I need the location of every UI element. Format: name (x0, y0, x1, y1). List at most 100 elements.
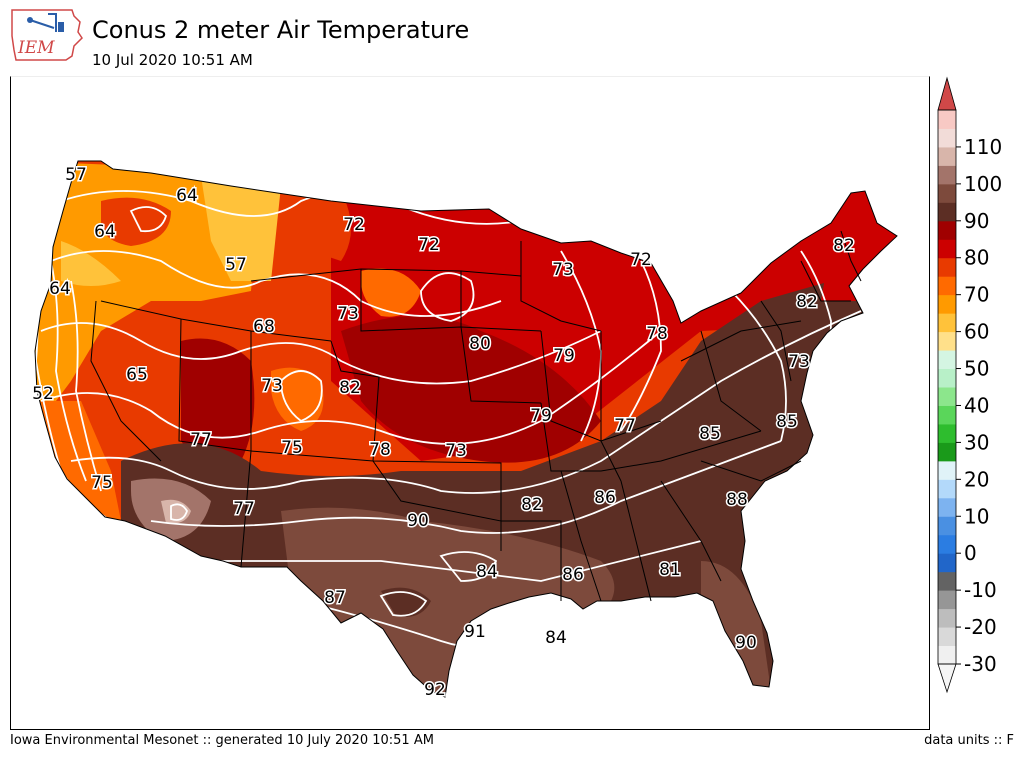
colorbar-bin-6 (938, 534, 956, 554)
contour-label: 75 (91, 473, 113, 493)
colorbar-bin-14 (938, 387, 956, 406)
footer-units: data units :: F (924, 733, 1014, 748)
temperature-map (34, 160, 898, 698)
contour-label: 80 (469, 334, 491, 354)
contour-label: 82 (796, 292, 818, 312)
colorbar-tick-label: 30 (964, 430, 989, 454)
colorbar-bin-29 (938, 110, 956, 129)
contour-label: 90 (735, 633, 757, 653)
contour-label: 78 (369, 440, 391, 460)
colorbar-bin-8 (938, 497, 956, 517)
colorbar-bin-28 (938, 128, 956, 148)
colorbar-bin-24 (938, 202, 956, 222)
contour-label: 81 (659, 560, 681, 580)
iem-logo: IEM (11, 9, 83, 61)
contour-label: 85 (699, 424, 721, 444)
colorbar-bin-21 (938, 257, 956, 277)
contour-label: 64 (49, 279, 71, 299)
colorbar-bin-3 (938, 590, 956, 610)
colorbar-bin-16 (938, 350, 956, 370)
contour-label: 92 (424, 680, 446, 700)
contour-label: 72 (343, 215, 365, 235)
contour-label: 64 (94, 222, 116, 242)
contour-label: 77 (190, 430, 212, 450)
contour-label: 68 (253, 317, 275, 337)
contour-label: 73 (261, 376, 283, 396)
colorbar-bin-12 (938, 423, 956, 443)
colorbar-tick-label: 60 (964, 320, 989, 344)
contour-label: 65 (126, 365, 148, 385)
colorbar-bin-22 (938, 239, 956, 259)
contour-label: 87 (324, 588, 346, 608)
contour-label: 77 (614, 416, 636, 436)
contour-label: 91 (464, 622, 486, 642)
colorbar-bin-15 (938, 368, 956, 388)
contour-label: 84 (476, 562, 498, 582)
colorbar-bin-7 (938, 516, 956, 536)
colorbar-bin-26 (938, 165, 956, 185)
colorbar-tick-label: 40 (964, 393, 989, 417)
colorbar-bin-20 (938, 276, 956, 296)
colorbar-tick-label: 110 (964, 135, 1002, 159)
contour-label: 73 (445, 441, 467, 461)
colorbar-bin-0 (938, 645, 956, 665)
contour-label: 82 (339, 378, 361, 398)
map-panel: 57 64 64 72 72 57 73 72 82 64 68 73 82 78 80 79 73 65 73 82… (10, 76, 930, 730)
contour-label: 72 (418, 235, 440, 255)
contour-label: 79 (553, 346, 575, 366)
colorbar-bin-17 (938, 331, 956, 351)
colorbar-outline (937, 109, 957, 665)
contour-label: 82 (521, 495, 543, 515)
contour-label: 86 (562, 565, 584, 585)
colorbar-tick-label: 90 (964, 209, 989, 233)
colorbar-bin-25 (938, 183, 956, 203)
contour-label: 85 (776, 412, 798, 432)
colorbar-tick-label: 10 (964, 504, 989, 528)
colorbar-bin-4 (938, 571, 956, 591)
contour-label: 75 (281, 438, 303, 458)
colorbar-ticks (956, 146, 961, 665)
contour-label: 52 (32, 384, 54, 404)
colorbar-bin-2 (938, 608, 956, 628)
footer-credit: Iowa Environmental Mesonet :: generated … (10, 733, 434, 748)
contour-label: 64 (176, 186, 198, 206)
colorbar-bin-19 (938, 294, 956, 314)
colorbar-tick-label: 50 (964, 357, 989, 381)
colorbar-bin-11 (938, 442, 956, 462)
contour-label: 90 (407, 511, 429, 531)
colorbar-bin-1 (938, 627, 956, 647)
colorbar-tick-label: -20 (964, 615, 997, 639)
contour-label: 86 (594, 488, 616, 508)
colorbar-tick-label: 20 (964, 467, 989, 491)
contour-labels: 57 64 64 72 72 57 73 72 82 64 68 73 82 78 80 79 73 65 73 82… (31, 164, 857, 702)
colorbar-bin-18 (938, 313, 956, 333)
colorbar-bin-27 (938, 146, 956, 166)
contour-label: 72 (630, 250, 652, 270)
contour-label: 77 (233, 499, 255, 519)
colorbar-bin-10 (938, 460, 956, 480)
colorbar-bin-23 (938, 220, 956, 240)
colorbar-tick-label: 100 (964, 172, 1002, 196)
colorbar-tick-label: 70 (964, 283, 989, 307)
contour-label: 88 (726, 490, 748, 510)
contour-label: 84 (545, 628, 567, 648)
colorbar-bins (937, 76, 957, 694)
contour-label: 73 (552, 260, 574, 280)
colorbar-tick-label: 0 (964, 541, 977, 565)
colorbar-bin-9 (938, 479, 956, 499)
colorbar-bin-13 (938, 405, 956, 425)
contour-label: 78 (646, 324, 668, 344)
contour-label: 82 (833, 236, 855, 256)
map-title: Conus 2 meter Air Temperature (92, 16, 470, 44)
contour-label: 57 (65, 165, 87, 185)
colorbar-tick-label: -10 (964, 578, 997, 602)
contour-label: 79 (530, 406, 552, 426)
colorbar-extend-high (937, 76, 957, 111)
map-timestamp: 10 Jul 2020 10:51 AM (92, 51, 253, 69)
contour-label: 73 (337, 304, 359, 324)
colorbar-tick-label: 80 (964, 246, 989, 270)
contour-label: 57 (225, 255, 247, 275)
colorbar-bin-5 (938, 553, 956, 573)
